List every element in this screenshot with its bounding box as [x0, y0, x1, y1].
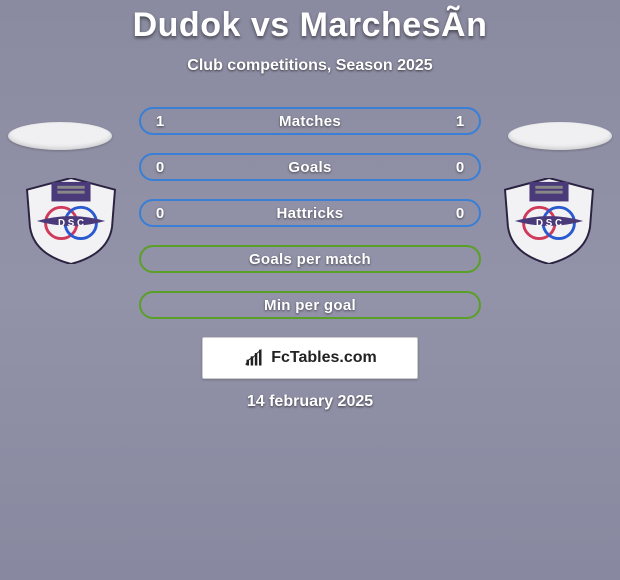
stat-label: Hattricks	[277, 205, 344, 222]
stat-row: Goals per match	[139, 245, 481, 273]
stat-value-right: 0	[453, 159, 467, 176]
stat-label: Goals	[288, 159, 331, 176]
stat-row: 1 Matches 1	[139, 107, 481, 135]
stat-value-left: 1	[153, 113, 167, 130]
stats-list: 1 Matches 1 0 Goals 0 0 Hattricks 0 Goals per mat…	[0, 107, 620, 319]
stat-row: 0 Goals 0	[139, 153, 481, 181]
stat-value-left: 0	[153, 205, 167, 222]
stat-row: Min per goal	[139, 291, 481, 319]
stat-value-right: 1	[453, 113, 467, 130]
stat-value-right: 0	[453, 205, 467, 222]
watermark-text: FcTables.com	[271, 349, 377, 367]
stat-row: 0 Hattricks 0	[139, 199, 481, 227]
date-text: 14 february 2025	[0, 393, 620, 411]
page-title: Dudok vs MarchesÃ­n	[0, 6, 620, 45]
stat-value-left: 0	[153, 159, 167, 176]
watermark-badge: FcTables.com	[202, 337, 418, 379]
stat-label: Min per goal	[264, 297, 356, 314]
page-subtitle: Club competitions, Season 2025	[0, 57, 620, 75]
bar-chart-icon	[243, 348, 265, 368]
stat-label: Goals per match	[249, 251, 371, 268]
stat-label: Matches	[279, 113, 341, 130]
